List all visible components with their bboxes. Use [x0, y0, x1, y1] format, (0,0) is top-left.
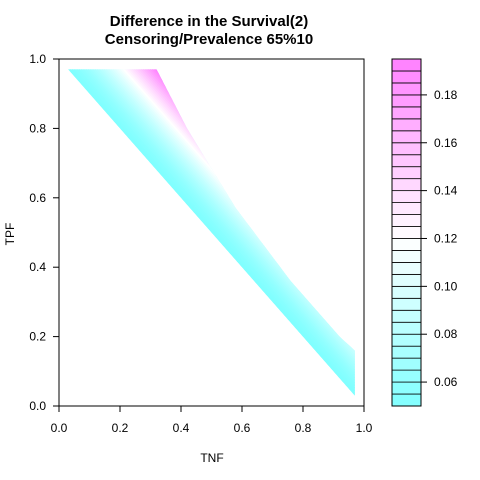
heatmap-cell	[68, 69, 355, 396]
colorbar-bin	[391, 309, 422, 323]
heatmap-cell	[68, 69, 355, 348]
y-tick-label: 0.0	[29, 399, 46, 413]
heatmap-cell	[68, 69, 355, 396]
colorbar-tick-label: 0.12	[434, 231, 458, 245]
y-axis: 0.0 0.2 0.4 0.6 0.8 1.0	[29, 52, 59, 413]
colorbar-tick-label: 0.14	[434, 184, 458, 198]
y-tick-label: 0.4	[29, 260, 46, 274]
colorbar-bin	[391, 82, 422, 96]
colorbar-tick-label: 0.18	[434, 88, 458, 102]
y-tick-label: 0.6	[29, 191, 46, 205]
colorbar-bin	[391, 297, 422, 311]
heatmap-cell	[68, 69, 355, 396]
colorbar-tick-label: 0.08	[434, 327, 458, 341]
chart-title-line1: Difference in the Survival(2)	[110, 13, 308, 30]
colorbar-frame	[391, 58, 422, 407]
x-tick-label: 0.4	[173, 421, 190, 435]
colorbar-tick-label: 0.06	[434, 375, 458, 389]
colorbar-bin	[391, 250, 422, 263]
colorbar-bin	[391, 285, 422, 299]
heatmap-cell	[68, 69, 355, 359]
heatmap-cell	[68, 69, 355, 353]
x-axis-label: TNF	[200, 451, 223, 465]
colorbar-bin	[391, 381, 422, 395]
heatmap-cells	[68, 69, 355, 396]
heatmap-cell	[68, 69, 355, 393]
chart-title-line2: Censoring/Prevalence 65%10	[105, 31, 313, 48]
x-tick-label: 0.8	[295, 421, 312, 435]
colorbar-bin	[391, 345, 422, 359]
heatmap-cell	[68, 69, 355, 366]
heatmap-cell	[68, 69, 355, 382]
colorbar-bin	[391, 106, 422, 120]
colorbar-bin	[391, 357, 422, 371]
colorbar-bin	[391, 369, 422, 383]
colorbar-bin	[391, 273, 422, 287]
colorbar-bin	[391, 58, 422, 72]
heatmap-cell	[68, 69, 355, 396]
heatmap-cell	[68, 69, 355, 396]
heatmap-cell	[68, 69, 355, 396]
heatmap-cell	[68, 69, 355, 356]
colorbar-bin	[391, 190, 422, 203]
heatmap-cell	[68, 69, 355, 396]
heatmap-cell	[68, 69, 355, 396]
colorbar-bin	[391, 94, 422, 108]
colorbar-bin	[391, 166, 422, 180]
heatmap-cell	[68, 69, 355, 385]
colorbar-bin	[391, 154, 422, 168]
colorbar-bin	[391, 202, 422, 215]
colorbar-bin	[391, 142, 422, 156]
colorbar-bin	[391, 238, 422, 251]
heatmap-cell	[68, 69, 355, 396]
colorbar-bin	[391, 118, 422, 132]
heatmap-cell	[68, 69, 355, 377]
colorbar-tick-label: 0.10	[434, 279, 458, 293]
heatmap-cell	[68, 69, 355, 396]
heatmap-cell	[68, 69, 355, 396]
x-tick-label: 0.2	[112, 421, 129, 435]
colorbar: 0.06 0.08 0.10 0.12 0.14 0.16 0.18	[391, 58, 458, 407]
colorbar-bin	[391, 393, 422, 407]
y-tick-label: 0.8	[29, 121, 46, 135]
y-tick-label: 0.2	[29, 330, 46, 344]
heatmap-cell	[68, 69, 355, 361]
x-axis: 0.0 0.2 0.4 0.6 0.8 1.0	[51, 405, 373, 435]
heatmap-base	[68, 69, 355, 396]
colorbar-tick-label: 0.16	[434, 136, 458, 150]
heatmap-cell	[68, 69, 355, 374]
heatmap-cell	[68, 69, 355, 396]
heatmap-cell	[68, 69, 355, 396]
heatmap-cell	[68, 69, 355, 396]
colorbar-bin	[391, 321, 422, 335]
heatmap-region	[68, 69, 355, 396]
colorbar-bin	[391, 178, 422, 192]
colorbar-bin	[391, 226, 422, 239]
x-tick-label: 0.6	[234, 421, 251, 435]
heatmap-cell	[68, 69, 355, 390]
colorbar-bin	[391, 70, 422, 84]
colorbar-bin	[391, 262, 422, 275]
x-tick-label: 1.0	[356, 421, 373, 435]
colorbar-bin	[391, 333, 422, 347]
heatmap-cell	[68, 69, 355, 396]
heatmap-cell	[68, 69, 355, 379]
heatmap-cell	[68, 69, 355, 396]
heatmap-cell	[68, 69, 355, 343]
heatmap-cell	[68, 69, 355, 369]
y-axis-label: TPF	[3, 223, 17, 246]
heatmap-cell	[68, 69, 355, 395]
colorbar-bin	[391, 130, 422, 144]
y-tick-label: 1.0	[29, 52, 46, 66]
heatmap-cell	[68, 69, 355, 340]
colorbar-bin	[391, 214, 422, 227]
x-tick-label: 0.0	[51, 421, 68, 435]
heatmap-cell	[68, 69, 355, 346]
heatmap-cell	[68, 69, 355, 364]
heatmap-cell	[68, 69, 355, 372]
heatmap-cell	[68, 69, 355, 351]
